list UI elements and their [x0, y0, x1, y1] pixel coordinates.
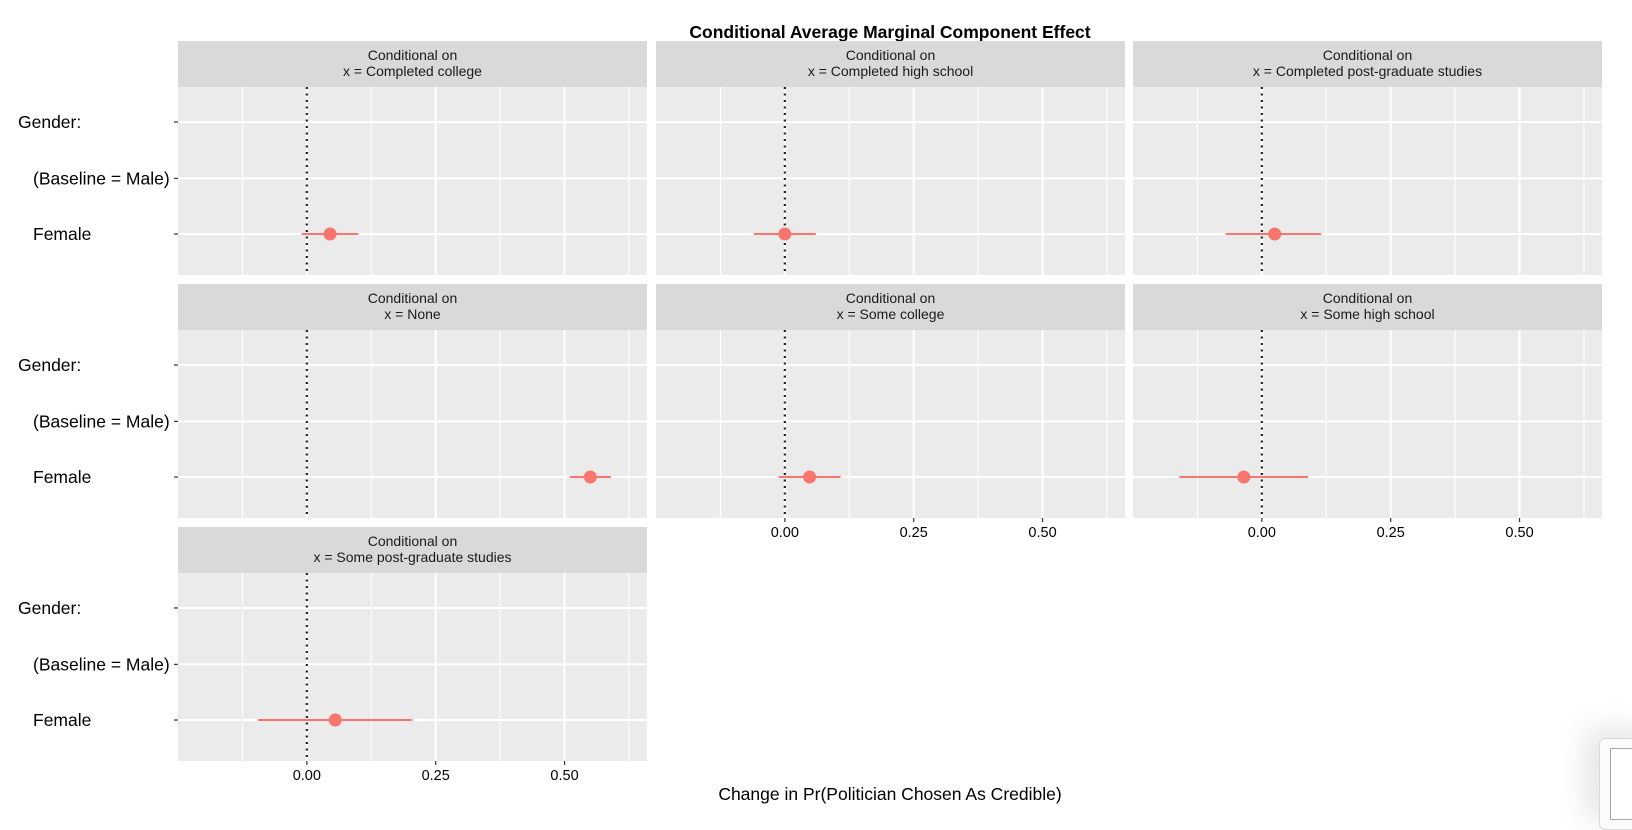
facet-strip-prefix: Conditional on [1323, 290, 1413, 306]
plot-panel [656, 330, 1125, 518]
y-tick-label: (Baseline = Male) [33, 654, 170, 674]
facet-strip [1133, 41, 1602, 87]
facet-panel: Conditional onx = Some college 0.00 0.25 0.… [656, 284, 1125, 541]
plot-panel [1133, 330, 1602, 518]
data-point [583, 470, 597, 484]
facet-strip [178, 284, 647, 330]
corner-widget-frame [1610, 748, 1632, 820]
x-axis-title: Change in Pr(Politician Chosen As Credib… [718, 784, 1061, 804]
facet-strip-prefix: Conditional on [846, 290, 936, 306]
facet-strip-label: x = Some high school [1300, 306, 1434, 322]
x-tick-label: 0.00 [293, 768, 321, 784]
facet-strip-label: x = Completed college [343, 63, 482, 79]
facet-strip-label: x = Completed high school [808, 63, 973, 79]
facet-strip-prefix: Conditional on [368, 290, 458, 306]
y-tick-label: (Baseline = Male) [33, 411, 170, 431]
plot-panel [178, 573, 647, 761]
plot-panel [178, 330, 647, 518]
x-tick-label: 0.50 [1505, 525, 1533, 541]
facet-strip-prefix: Conditional on [1323, 47, 1413, 63]
x-tick-label: 0.50 [550, 768, 578, 784]
y-tick-label: Female [33, 710, 91, 730]
facet-strip-label: x = Some post-graduate studies [313, 549, 511, 565]
facet-strip-label: x = None [384, 306, 441, 322]
x-tick-label: 0.25 [1377, 525, 1405, 541]
facet-panel: Conditional onx = None Gender: (Baseline =… [18, 284, 647, 518]
plot-panel [1133, 87, 1602, 275]
facet-strip [656, 41, 1125, 87]
x-tick-label: 0.25 [422, 768, 450, 784]
plot-panel [178, 87, 647, 275]
y-tick-label: Female [33, 224, 91, 244]
plot-panel [656, 87, 1125, 275]
data-point [323, 227, 337, 241]
facet-strip-prefix: Conditional on [368, 533, 458, 549]
corner-widget[interactable] [1599, 738, 1632, 830]
facet-panel: Conditional onx = Some high school 0.00 0.… [1133, 284, 1602, 541]
data-point [778, 227, 792, 241]
facet-grid: Conditional onx = Completed collegeGende… [18, 41, 1602, 784]
facet-strip [178, 41, 647, 87]
facet-panel: Conditional onx = Some post-graduate stu… [18, 527, 647, 784]
chart-title: Conditional Average Marginal Component E… [689, 22, 1090, 42]
facet-strip [178, 527, 647, 573]
facet-panel: Conditional onx = Completed high school [656, 41, 1125, 275]
x-tick-label: 0.50 [1028, 525, 1056, 541]
y-tick-label: Female [33, 467, 91, 487]
facet-panel: Conditional onx = Completed college Gende… [18, 41, 647, 275]
facet-panel: Conditional onx = Completed post-graduat… [1133, 41, 1602, 275]
facet-strip-prefix: Conditional on [846, 47, 936, 63]
facet-strip [656, 284, 1125, 330]
facet-strip-prefix: Conditional on [368, 47, 458, 63]
x-tick-label: 0.25 [900, 525, 928, 541]
chart-canvas: Conditional Average Marginal Component E… [18, 22, 1602, 804]
data-point [1237, 470, 1251, 484]
y-tick-label: Gender: [18, 598, 81, 618]
facet-strip-label: x = Completed post-graduate studies [1253, 63, 1482, 79]
y-tick-label: Gender: [18, 112, 81, 132]
data-point [803, 470, 817, 484]
y-tick-label: Gender: [18, 355, 81, 375]
facet-strip-label: x = Some college [837, 306, 945, 322]
x-tick-label: 0.00 [1248, 525, 1276, 541]
facet-strip [1133, 284, 1602, 330]
data-point [1268, 227, 1282, 241]
x-tick-label: 0.00 [771, 525, 799, 541]
y-tick-label: (Baseline = Male) [33, 168, 170, 188]
data-point [328, 713, 342, 727]
